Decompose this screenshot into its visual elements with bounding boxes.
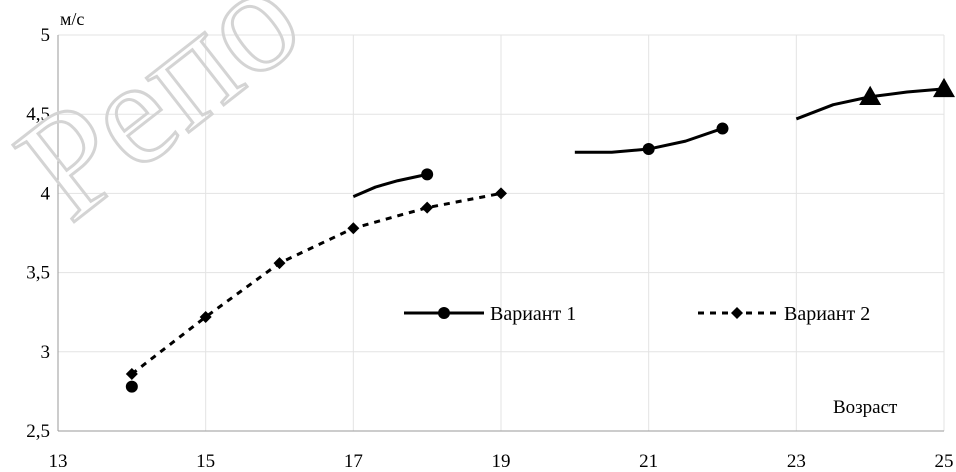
series-1-circle-marker <box>421 168 434 181</box>
y-tick-label: 4 <box>41 183 51 204</box>
series-1-circle-marker <box>642 143 655 156</box>
series-1-circle-marker <box>125 380 138 393</box>
legend-label-series-2: Вариант 2 <box>784 303 870 325</box>
series-line-1 <box>352 172 428 198</box>
series-2-diamond-marker <box>347 222 360 235</box>
series-2-diamond-marker <box>125 367 138 380</box>
y-tick-label: 2,5 <box>26 421 50 442</box>
series-group <box>125 77 955 393</box>
y-axis-unit: м/с <box>60 9 84 29</box>
series-2-diamond-marker <box>273 257 286 270</box>
legend-marker-series-1 <box>438 307 450 319</box>
series-1-triangle-marker <box>933 77 955 98</box>
series-1-triangle-marker <box>859 85 882 106</box>
x-tick-label: 17 <box>344 451 363 472</box>
x-axis-title: Возраст <box>833 397 898 418</box>
x-tick-label: 19 <box>492 451 511 472</box>
series-2-diamond-marker <box>421 201 434 214</box>
x-tick-label: 23 <box>787 451 806 472</box>
series-2-diamond-marker <box>199 310 212 323</box>
x-tick-label: 21 <box>639 451 658 472</box>
legend-marker-series-2 <box>731 307 743 319</box>
series-2-diamond-marker <box>495 187 507 200</box>
axes: 2,5 3 3,5 4 4,5 5 13 15 17 19 21 23 25 <box>26 25 953 472</box>
legend: Вариант 1 Вариант 2 <box>404 303 870 325</box>
series-line-2 <box>130 191 502 376</box>
y-tick-label: 4,5 <box>26 104 50 125</box>
x-tick-label: 15 <box>196 451 215 472</box>
x-tick-label: 13 <box>49 451 68 472</box>
series-1-circle-marker <box>716 122 729 135</box>
x-tick-label: 25 <box>935 451 954 472</box>
y-tick-label: 3,5 <box>26 263 50 284</box>
legend-label-series-1: Вариант 1 <box>490 303 576 325</box>
gridlines <box>57 34 945 432</box>
y-tick-label: 3 <box>41 342 51 363</box>
y-tick-label: 5 <box>41 25 51 46</box>
